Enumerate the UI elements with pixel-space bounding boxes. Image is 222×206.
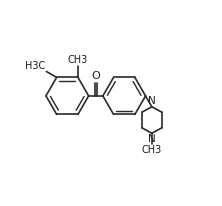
Text: N: N bbox=[148, 134, 156, 144]
Text: H3C: H3C bbox=[25, 61, 46, 71]
Text: CH3: CH3 bbox=[68, 55, 88, 65]
Text: CH3: CH3 bbox=[142, 145, 162, 154]
Text: O: O bbox=[91, 71, 100, 81]
Text: N: N bbox=[148, 96, 156, 106]
